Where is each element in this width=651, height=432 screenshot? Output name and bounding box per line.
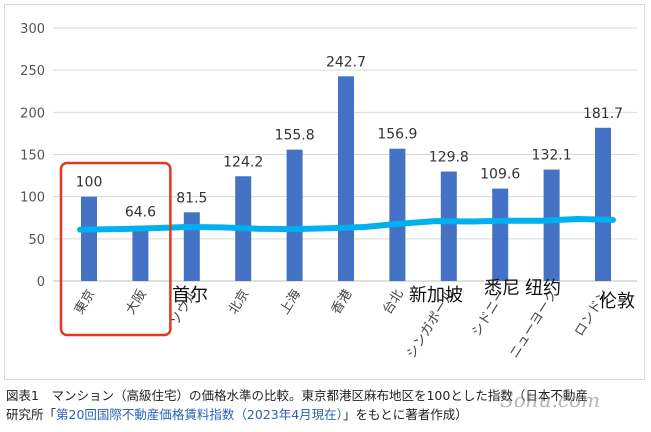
handwritten-label: 纽约: [525, 278, 561, 299]
highlight-box: [59, 161, 172, 337]
data-label: 124.2: [223, 154, 263, 170]
data-label: 132.1: [532, 148, 572, 164]
data-label: 64.6: [125, 205, 156, 221]
data-label: 81.5: [176, 190, 207, 206]
bar: [132, 226, 149, 281]
y-tick-label: 150: [20, 149, 45, 164]
category-label: 香港: [329, 287, 356, 317]
category-label: 上海: [277, 287, 304, 317]
y-tick-label: 0: [37, 275, 45, 290]
data-label: 129.8: [429, 150, 469, 166]
y-tick-label: 250: [20, 64, 45, 79]
handwritten-label: 新加坡: [409, 285, 463, 306]
y-tick-label: 200: [20, 106, 45, 121]
bar: [286, 149, 303, 281]
bar: [389, 148, 406, 281]
overlay-line: [77, 216, 616, 233]
bar: [183, 212, 200, 281]
data-label: 242.7: [326, 54, 366, 70]
caption-line-2: 研究所「第20回国際不動産価格賃料指数（2023年4月現在）」をもとに著者作成）: [6, 405, 646, 424]
data-label: 100: [76, 175, 103, 191]
source-link[interactable]: 第20回国際不動産価格賃料指数（2023年4月現在）: [56, 407, 343, 422]
bar: [543, 169, 560, 281]
caption-suffix: 」をもとに著者作成）: [342, 407, 468, 422]
bar: [595, 127, 611, 282]
data-label: 156.9: [377, 127, 417, 143]
watermark: Sohu.com: [500, 388, 601, 412]
bar: [492, 188, 509, 281]
handwritten-label: 伦敦: [599, 291, 635, 312]
bar: [338, 76, 354, 281]
category-label: 東京: [71, 287, 98, 318]
chart-frame: 0 50 100 150 200 250 300 100 64.6 81.5 124.2 155.8 2…: [4, 4, 645, 380]
bar: [440, 171, 457, 281]
caption-prefix: 研究所「: [6, 407, 57, 422]
handwritten-label: 首尔: [172, 285, 208, 306]
y-tick-label: 50: [28, 233, 45, 248]
data-label: 109.6: [480, 167, 520, 183]
category-label: 大阪: [123, 287, 150, 317]
figure-caption: 図表1 マンション（高級住宅）の価格水準の比較。東京都港区麻布地区を100とした…: [6, 386, 646, 424]
caption-line-1: 図表1 マンション（高級住宅）の価格水準の比較。東京都港区麻布地区を100とした…: [6, 388, 588, 403]
data-label: 155.8: [275, 128, 315, 144]
y-tick-label: 300: [20, 22, 45, 37]
handwritten-label: 悉尼: [484, 278, 520, 299]
bar-chart: 0 50 100 150 200 250 300 100 64.6 81.5 124.2 155.8 2…: [20, 22, 637, 361]
category-label: 台北: [380, 287, 407, 317]
y-tick-label: 100: [20, 191, 45, 206]
bar: [81, 196, 97, 281]
data-label: 181.7: [583, 106, 623, 122]
category-label: 北京: [226, 287, 253, 317]
